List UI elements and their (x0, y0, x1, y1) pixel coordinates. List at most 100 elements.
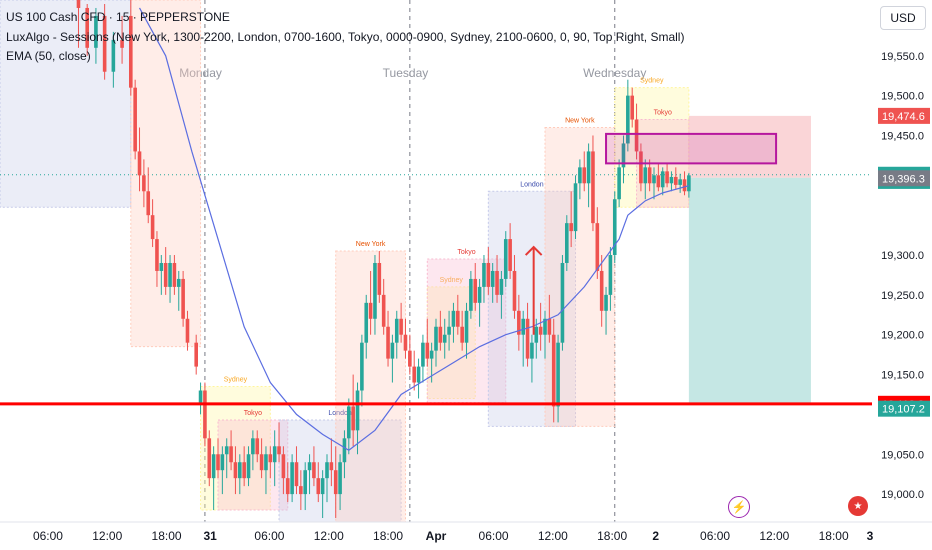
candle-body (316, 478, 321, 495)
candle-body (242, 462, 246, 479)
candle-body (460, 326, 464, 343)
symbol-title[interactable]: US 100 Cash CFD · 15 · PEPPERSTONE (6, 10, 230, 24)
candle-body (233, 462, 238, 479)
candle-body (142, 175, 146, 192)
candle-body (442, 334, 447, 343)
ema-line (138, 7, 690, 452)
candle-body (556, 342, 560, 407)
candle-body (285, 478, 290, 495)
day-label: Tuesday (383, 66, 429, 80)
x-tick-label: 31 (203, 529, 217, 543)
candle-body (386, 326, 390, 359)
candle-body (251, 438, 255, 455)
candle-body (517, 310, 521, 335)
candle-body (665, 171, 669, 184)
session-label: London (328, 410, 351, 417)
candle-body (381, 294, 386, 327)
candle-body (342, 438, 347, 463)
day-label: Monday (179, 66, 222, 80)
candle-body (630, 95, 634, 120)
x-tick-label: 12:00 (759, 529, 789, 543)
candle-body (573, 183, 578, 232)
candle-body (512, 270, 517, 311)
candle-body (412, 366, 416, 383)
x-tick-label: 06:00 (33, 529, 63, 543)
price-badge-label: 19,396.3 (882, 173, 925, 185)
candle-body (85, 7, 89, 48)
candle-body (499, 278, 504, 295)
currency-button[interactable]: USD (880, 6, 926, 30)
candle-body (194, 342, 198, 367)
candle-body (333, 470, 338, 495)
candle-body (129, 15, 133, 88)
candle-body (163, 262, 168, 287)
candle-body (355, 390, 360, 431)
us-flag-icon[interactable]: ★ (848, 496, 868, 516)
x-tick-label: 3 (867, 529, 874, 543)
session-label: Sydney (224, 377, 248, 384)
x-tick-label: 18:00 (819, 529, 849, 543)
candle-body (137, 151, 142, 176)
take-profit-zone (688, 177, 811, 403)
candle-body (582, 167, 587, 184)
candle-body (325, 462, 329, 479)
sessions-indicator-legend[interactable]: LuxAlgo - Sessions (New York, 1300-2200,… (6, 30, 685, 44)
ema-indicator-legend[interactable]: EMA (50, close) (6, 49, 91, 63)
candle-body (277, 446, 281, 455)
candle-body (682, 179, 687, 192)
candle-body (246, 454, 251, 479)
x-tick-label: 06:00 (700, 529, 730, 543)
candle-body (133, 87, 137, 152)
session-label: London (520, 181, 543, 188)
candle-body (551, 334, 556, 407)
lightning-icon[interactable]: ⚡ (728, 496, 750, 518)
candle-body (102, 15, 107, 72)
session-label: New York (565, 118, 595, 125)
price-badge-bg (878, 170, 930, 187)
candle-body (521, 318, 525, 335)
candle-body (660, 171, 665, 188)
candle-body (111, 39, 116, 72)
candle-body (482, 262, 486, 287)
candle-body (425, 342, 430, 359)
candle-body (150, 215, 155, 240)
candle-body (181, 278, 185, 319)
candle-body (329, 462, 334, 471)
candle-body (403, 334, 408, 351)
candle-body (643, 167, 648, 184)
candle-body (669, 176, 674, 184)
candle-body (203, 390, 207, 439)
candle-body (656, 175, 661, 188)
x-tick-label: 2 (652, 529, 659, 543)
price-badge-bg (878, 107, 930, 124)
candle-body (429, 350, 434, 359)
candle-body (220, 454, 225, 471)
candle-body (394, 318, 399, 343)
candle-body (255, 438, 260, 455)
y-tick-label: 19,150.0 (881, 370, 924, 382)
stop-loss-zone (688, 115, 811, 178)
session-label: Tokyo (457, 249, 475, 256)
candle-body (617, 167, 621, 200)
candle-body (621, 143, 626, 168)
x-tick-label: 12:00 (314, 529, 344, 543)
session-box-london (0, 0, 132, 208)
candle-body (307, 462, 312, 471)
candle-body (477, 286, 482, 303)
candle-body (299, 486, 303, 495)
price-badge-bg (878, 400, 930, 417)
session-label: Tokyo (654, 110, 672, 117)
x-tick-label: 12:00 (538, 529, 568, 543)
candle-body (626, 95, 630, 144)
candle-body (272, 446, 277, 463)
candle-body (168, 262, 172, 287)
candle-body (447, 326, 451, 335)
candle-body (216, 454, 220, 471)
x-tick-label: 06:00 (479, 529, 509, 543)
y-tick-label: 19,500.0 (881, 91, 924, 103)
candle-body (508, 239, 512, 271)
candle-body (320, 478, 325, 495)
candle-body (639, 151, 643, 184)
